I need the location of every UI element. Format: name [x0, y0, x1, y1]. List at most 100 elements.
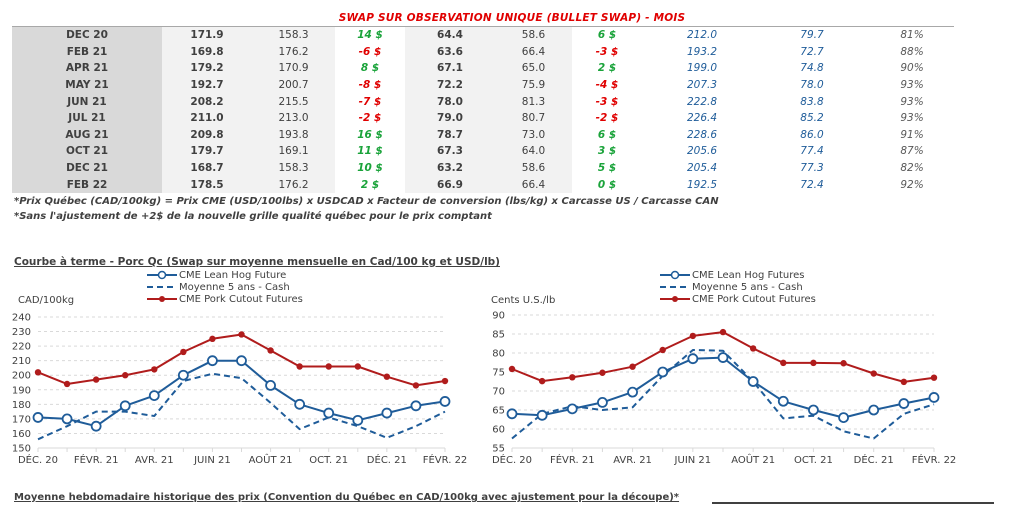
y-tick-label: 230: [12, 327, 31, 338]
data-point-lean-hog: [627, 386, 638, 398]
data-point-cutout: [870, 370, 877, 377]
data-point-cutout: [538, 377, 546, 385]
data-point-lean-hog: [352, 414, 364, 426]
diff-usd-cell: 6 $: [572, 27, 642, 44]
data-point-lean-hog: [717, 352, 729, 363]
qc-cash-cell: 169.1: [252, 143, 335, 160]
data-point-lean-hog: [90, 420, 102, 432]
data-point-cutout: [441, 377, 449, 385]
diff-usd-cell: -2 $: [572, 109, 642, 127]
data-point-lean-hog: [928, 392, 940, 403]
usd-cash-cell: 66.4: [495, 176, 572, 193]
qc-cash-cell: 170.9: [252, 60, 335, 77]
ratio-cell: 92%: [900, 178, 924, 191]
y-tick-label: 90: [492, 311, 505, 322]
usd-cash-cell: 65.0: [495, 60, 572, 77]
y-axis-label-right: Cents U.S./lb: [491, 295, 556, 306]
ratio-cell: 93%: [900, 79, 924, 92]
data-point-cutout: [122, 372, 129, 379]
chart-cad: 150 160 170 180 190 200 210 220 230 240 DÉC. 20 FÉV…: [12, 313, 468, 467]
qc-price-cell: 178.5: [162, 176, 252, 193]
y-tick-label: 75: [492, 368, 505, 379]
x-tick-label: OCT. 21: [309, 455, 348, 466]
table-title: SWAP SUR OBSERVATION UNIQUE (BULLET SWAP…: [338, 12, 686, 24]
data-point-lean-hog: [265, 380, 276, 391]
qc-price-cell: 192.7: [162, 76, 252, 94]
ratio-cell: 87%: [900, 145, 924, 158]
qc-price-cell: 168.7: [162, 159, 252, 177]
diff-usd-cell: 2 $: [572, 60, 642, 77]
y-tick-label: 220: [12, 342, 31, 353]
table-row: APR 21 179.2 170.9 8 $67.1 65.0 2 $ 199.0 74.8 9…: [12, 60, 962, 77]
cutout-usd-cell: 74.8: [800, 62, 824, 75]
x-tick-label: AVR. 21: [613, 455, 652, 466]
cutout-usd-cell: 83.8: [800, 95, 824, 108]
y-tick-label: 60: [492, 425, 505, 436]
cutout-usd-cell: 72.4: [800, 178, 824, 191]
data-point-cutout: [569, 374, 576, 381]
data-point-cutout: [180, 348, 187, 356]
x-tick-label: OCT. 21: [794, 455, 833, 466]
y-tick-label: 70: [492, 387, 505, 398]
month-cell: JUN 21: [12, 93, 162, 110]
ratio-cell: 91%: [900, 128, 924, 141]
data-point-cutout: [840, 360, 847, 367]
qc-cash-cell: 158.3: [252, 27, 335, 44]
month-cell: APR 21: [12, 60, 162, 77]
table-row: AUG 21 209.8 193.8 16 $78.7 73.0 6 $ 228.6 86.0…: [12, 126, 962, 144]
legend-label: CME Pork Cutout Futures: [179, 293, 303, 305]
data-point-lean-hog: [381, 407, 393, 419]
cutout-usd-cell: 86.0: [800, 128, 824, 141]
cutout-usd-cell: 78.0: [800, 79, 824, 92]
y-tick-label: 210: [12, 356, 31, 367]
x-tick-label: AVR. 21: [135, 455, 174, 466]
legend-right: CME Lean Hog Futures Moyenne 5 ans - Cas…: [660, 269, 816, 305]
data-point-lean-hog: [506, 408, 518, 420]
legend-open-circle-line-icon: [147, 270, 177, 280]
data-point-cutout: [92, 376, 100, 383]
qc-price-cell: 211.0: [162, 109, 252, 127]
data-point-lean-hog: [148, 390, 160, 401]
diff-cad-cell: -8 $: [335, 76, 405, 94]
data-point-cutout: [900, 378, 908, 386]
y-tick-label: 85: [492, 330, 505, 341]
diff-cad-cell: -2 $: [335, 109, 405, 127]
cutout-usd-cell: 77.4: [800, 145, 824, 158]
y-tick-label: 150: [12, 444, 31, 455]
legend-label: CME Pork Cutout Futures: [692, 293, 816, 305]
x-tick-label: DÉC. 21: [367, 453, 407, 466]
usd-price-cell: 78.7: [405, 126, 495, 144]
cutout-cad-cell: 228.6: [686, 128, 718, 141]
data-point-lean-hog: [868, 404, 880, 416]
legend-left: CME Lean Hog Future Moyenne 5 ans - Cash…: [147, 269, 303, 305]
usd-price-cell: 67.3: [405, 143, 495, 160]
qc-price-cell: 171.9: [162, 27, 252, 44]
data-point-cutout: [296, 363, 303, 370]
table-row: FEB 22 178.5 176.2 2 $66.9 66.4 0 $ 192.5 72.4 9…: [12, 176, 962, 193]
data-point-lean-hog: [747, 376, 759, 387]
diff-usd-cell: 0 $: [572, 176, 642, 193]
data-point-cutout: [689, 332, 697, 340]
y-tick-label: 240: [12, 313, 31, 324]
legend-item-lean-hog: CME Lean Hog Future: [147, 269, 303, 281]
legend-item-lean-hog: CME Lean Hog Futures: [660, 269, 816, 281]
x-tick-label: AOÛT 21: [249, 453, 293, 466]
y-tick-label: 200: [12, 371, 31, 382]
legend-item-cutout: CME Pork Cutout Futures: [660, 293, 816, 305]
qc-price-cell: 169.8: [162, 43, 252, 61]
month-cell: AUG 21: [12, 126, 162, 144]
data-point-cutout: [810, 359, 817, 367]
ratio-cell: 82%: [900, 162, 924, 175]
y-tick-label: 80: [492, 349, 505, 360]
footnote-ajustement: *Sans l'ajustement de +2$ de la nouvelle…: [14, 211, 492, 222]
y-tick-label: 65: [492, 406, 505, 417]
data-point-lean-hog: [657, 366, 669, 378]
qc-price-cell: 208.2: [162, 93, 252, 110]
cutout-cad-cell: 226.4: [686, 112, 718, 125]
cutout-cad-cell: 222.8: [686, 95, 718, 108]
data-point-lean-hog: [687, 353, 699, 365]
ratio-cell: 93%: [900, 95, 924, 108]
qc-cash-cell: 200.7: [252, 76, 335, 94]
diff-cad-cell: -6 $: [335, 43, 405, 61]
x-tick-label: FÉVR. 22: [423, 453, 468, 466]
